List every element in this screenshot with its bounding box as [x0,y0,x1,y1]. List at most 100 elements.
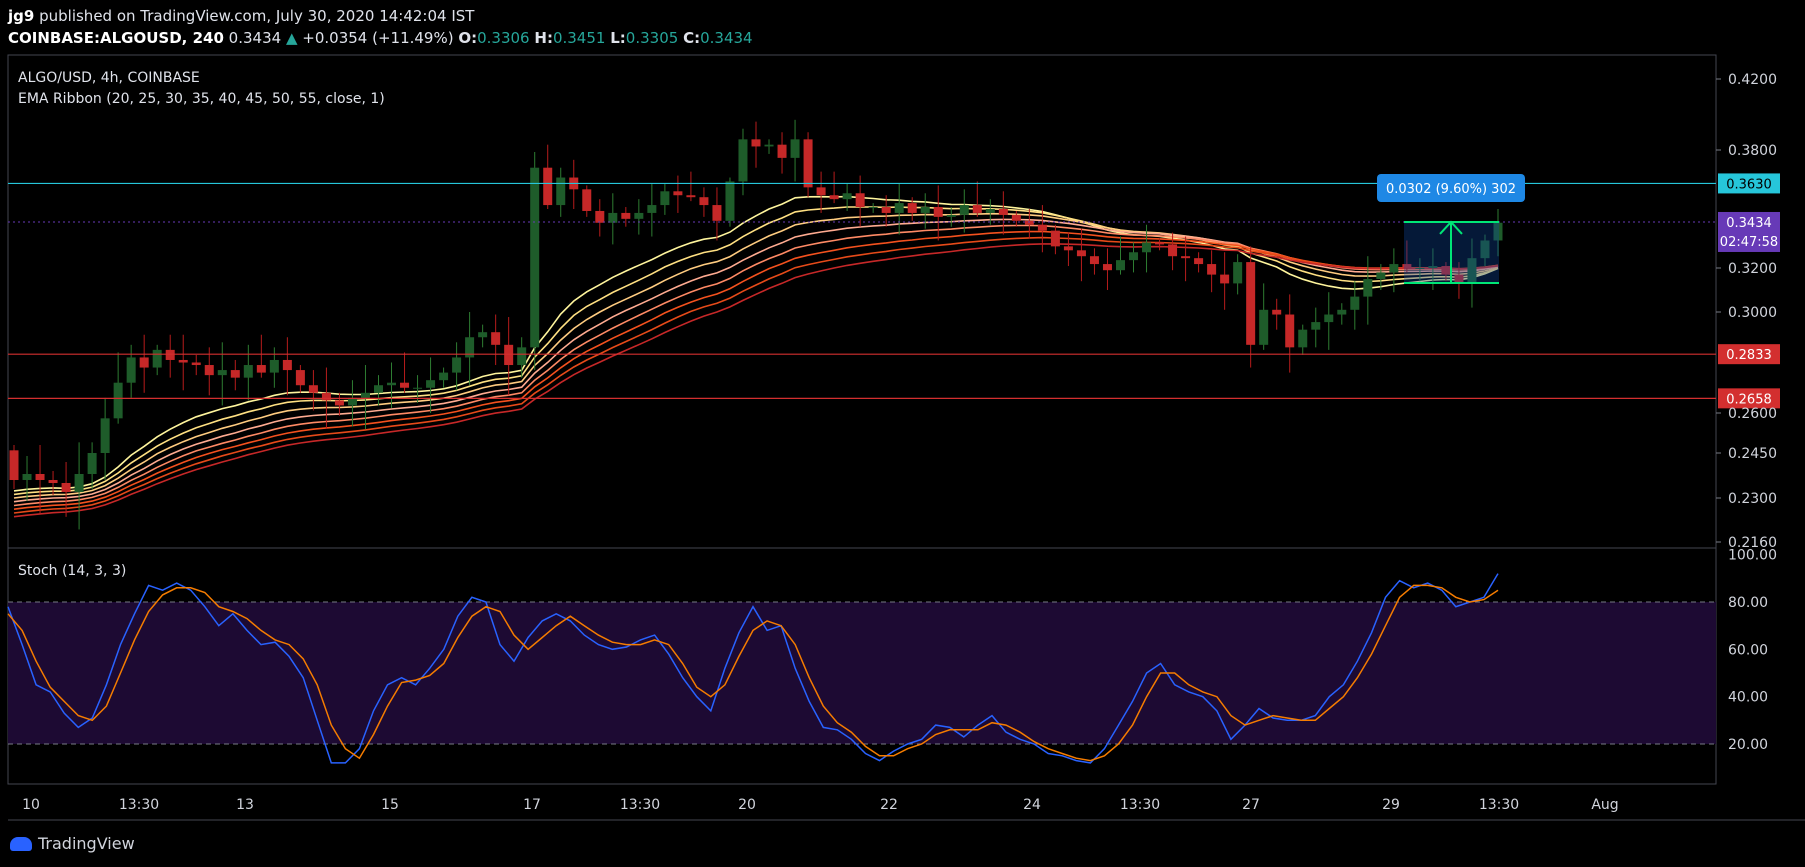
candle-body [751,139,761,147]
candle-body [1011,214,1021,221]
candle-body [790,139,800,158]
ema-line [13,224,1499,507]
symbol-name: COINBASE:ALGOUSD, 240 [8,29,224,47]
time-tick-label: 17 [523,797,541,813]
candle-body [673,191,683,196]
stoch-tick-label: 20.00 [1728,737,1768,753]
candle-body [243,365,253,378]
symbol-line: COINBASE:ALGOUSD, 240 0.3434 ▲ +0.0354 (… [8,29,753,47]
candle-body [959,205,969,215]
candle-body [74,474,84,492]
candle-body [269,359,279,373]
candle-body [282,359,292,371]
candle-body [9,450,19,480]
tradingview-logo[interactable]: TradingView [10,833,135,853]
stoch-band [8,602,1716,744]
candle-body [621,212,631,219]
candle-body [1428,266,1438,268]
candle-body [803,139,813,188]
price-tick-label: 0.2160 [1728,535,1777,551]
candle-body [1102,264,1112,271]
measure-label: 0.0302 (9.60%) 302 [1386,182,1516,197]
level-label: 0.2658 [1726,392,1772,407]
candle-body [360,392,370,398]
candle-body [1233,262,1243,284]
time-tick-label: 15 [381,797,399,813]
time-tick-label: 13:30 [1120,797,1160,813]
candle-body [347,397,357,406]
candle-body [400,382,410,388]
high-label: H: [534,29,553,47]
candle-body [920,207,930,213]
stoch-tick-label: 40.00 [1728,690,1768,706]
author-name[interactable]: jg9 [8,7,35,25]
candle-body [1311,322,1321,330]
candle-body [556,177,566,206]
candle-body [439,372,449,381]
price-tick-label: 0.4200 [1728,72,1777,88]
candle-body [1155,242,1165,245]
candle-body [1402,264,1412,268]
candle-body [1207,264,1217,275]
candle-body [1467,258,1477,284]
candle-body [1363,279,1373,297]
price-levels: 0.3630 0.2833 0.2658 0.3434 02:47:58 [8,173,1780,409]
candle-body [61,483,71,492]
time-tick-label: 22 [880,797,898,813]
candle-body [998,209,1008,215]
candle-body [764,144,774,147]
measure-label-box [1377,174,1525,202]
time-tick-label: 13:30 [119,797,159,813]
candle-body [321,392,331,401]
price-tick-label: 0.3200 [1728,261,1777,277]
measure-tool[interactable]: 0.0302 (9.60%) 302 [1377,174,1525,284]
time-tick-label: 13:30 [620,797,660,813]
candle-body [1480,240,1490,259]
level-label: 0.3630 [1726,177,1772,192]
candle-body [465,337,475,358]
level-tag [1718,388,1780,409]
candle-body [842,193,852,200]
current-price-label: 0.3434 [1726,216,1772,231]
price-axis[interactable]: 0.4200 0.3800 0.3200 0.3000 0.2600 0.2450 0.23… [1716,72,1777,551]
candle-body [35,474,45,480]
candle-body [855,193,865,208]
candle-body [387,382,397,386]
price-tick-label: 0.2450 [1728,446,1777,462]
candle-body [152,349,162,368]
candle-body [868,207,878,209]
candle-body [985,209,995,213]
time-tick-label: Aug [1591,797,1618,813]
candle-body [334,400,344,406]
candle-body [308,385,318,393]
cloud-icon [10,836,32,851]
candle-body [686,195,696,198]
candle-body [712,205,722,221]
candle-body [230,370,240,378]
stoch-series-d [7,584,1499,762]
stoch-tick-label: 60.00 [1728,642,1768,658]
last-price: 0.3434 [228,29,282,47]
candle-body [113,382,123,419]
candle-body [1376,272,1386,279]
time-axis[interactable]: 10 13:30 13 15 17 13:30 20 22 24 13:30 27 29 13:30 Au… [22,797,1619,813]
time-tick-label: 20 [738,797,756,813]
price-tick-label: 0.2300 [1728,491,1777,507]
time-tick-label: 27 [1242,797,1260,813]
candle-body [478,332,488,338]
candle-body [1259,309,1269,345]
low-label: L: [610,29,626,47]
candle-body [413,387,423,389]
candle-body [139,357,149,368]
ema-line [13,218,1499,503]
candle-body [1220,274,1230,284]
time-tick-label: 24 [1023,797,1041,813]
candle-body [295,370,305,386]
candle-body [491,332,501,345]
candle-body [165,349,175,360]
candle-body [1115,260,1125,271]
candle-body [634,212,644,219]
candle-body [204,365,214,376]
candle-body [256,365,266,373]
candle-body [1272,309,1282,315]
